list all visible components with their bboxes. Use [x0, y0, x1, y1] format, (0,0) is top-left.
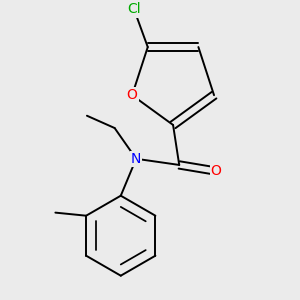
Text: N: N	[131, 152, 141, 166]
Text: O: O	[211, 164, 222, 178]
Text: Cl: Cl	[127, 2, 141, 16]
Text: O: O	[127, 88, 137, 102]
